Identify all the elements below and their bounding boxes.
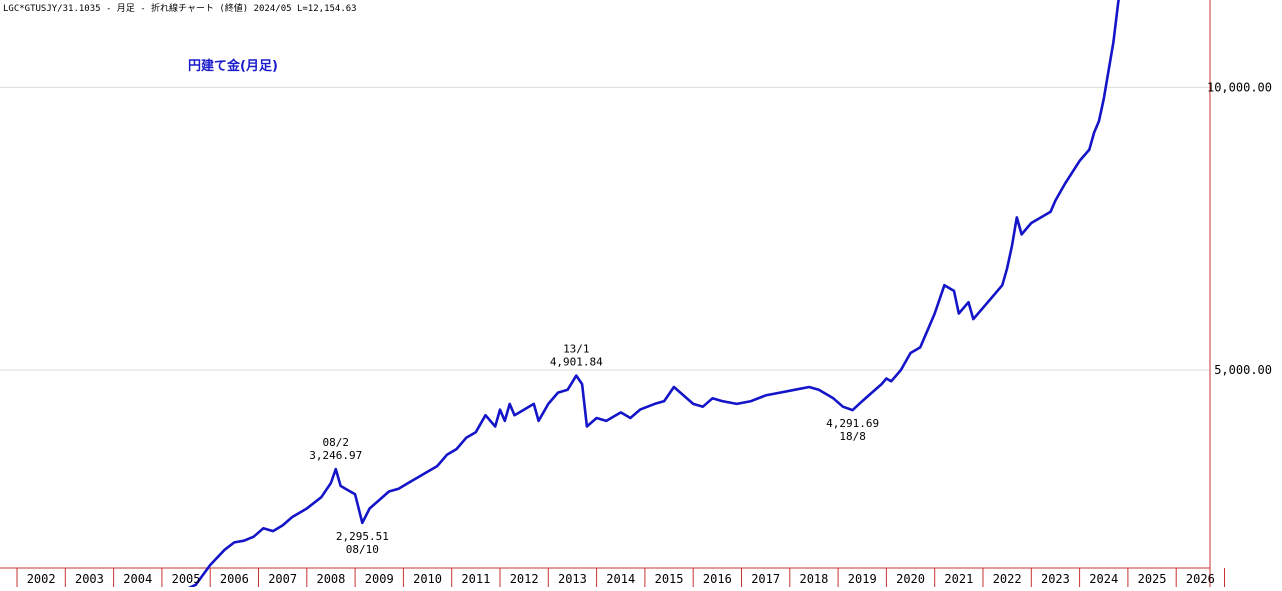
series-layer bbox=[155, 0, 1120, 591]
chart-header-text: LGC*GTUSJY/31.1035 - 月足 - 折れ線チャート (終値) 2… bbox=[3, 2, 357, 14]
y-tick-label: 5,000.00 bbox=[1214, 363, 1272, 377]
x-tick-label: 2011 bbox=[461, 572, 490, 586]
axes bbox=[0, 0, 1211, 587]
x-tick-label: 2009 bbox=[365, 572, 394, 586]
x-tick-label: 2016 bbox=[703, 572, 732, 586]
x-tick-label: 2005 bbox=[172, 572, 201, 586]
y-tick-label: 10,000.00 bbox=[1207, 80, 1272, 94]
annotation-label: 2,295.51 bbox=[336, 530, 389, 543]
x-tick-label: 2026 bbox=[1186, 572, 1215, 586]
x-tick-label: 2006 bbox=[220, 572, 249, 586]
annotation-label: 4,291.69 bbox=[826, 417, 879, 430]
x-tick-label: 2023 bbox=[1041, 572, 1070, 586]
x-tick-label: 2019 bbox=[848, 572, 877, 586]
x-axis-ticks: 2002 2003 2004 2005 2006 2007 2008 2009 2010 2011… bbox=[27, 572, 1215, 586]
x-tick-label: 2014 bbox=[606, 572, 635, 586]
x-tick-label: 2002 bbox=[27, 572, 56, 586]
y-axis-ticks: 5,000.00 10,000.00 bbox=[1207, 80, 1272, 377]
annotation-label: 18/8 bbox=[839, 430, 866, 443]
series-line-0 bbox=[155, 0, 1120, 591]
x-tick-label: 2012 bbox=[510, 572, 539, 586]
x-tick-label: 2024 bbox=[1089, 572, 1118, 586]
annotation-label: 08/10 bbox=[346, 543, 379, 556]
x-tick-label: 2008 bbox=[316, 572, 345, 586]
annotation-label: 4,901.84 bbox=[550, 356, 603, 369]
annotation-label: 3,246.97 bbox=[309, 449, 362, 462]
x-tick-label: 2018 bbox=[799, 572, 828, 586]
x-tick-label: 2025 bbox=[1138, 572, 1167, 586]
annotation-label: 13/1 bbox=[563, 343, 590, 356]
gridlines bbox=[0, 86, 1225, 587]
x-tick-label: 2015 bbox=[655, 572, 684, 586]
x-tick-label: 2004 bbox=[123, 572, 152, 586]
x-tick-label: 2013 bbox=[558, 572, 587, 586]
annotation-label: 08/2 bbox=[323, 436, 350, 449]
x-tick-label: 2007 bbox=[268, 572, 297, 586]
x-tick-label: 2003 bbox=[75, 572, 104, 586]
chart-title: 円建て金(月足) bbox=[188, 58, 278, 74]
x-tick-label: 2017 bbox=[751, 572, 780, 586]
x-tick-label: 2022 bbox=[993, 572, 1022, 586]
x-tick-label: 2010 bbox=[413, 572, 442, 586]
x-tick-label: 2020 bbox=[896, 572, 925, 586]
x-tick-label: 2021 bbox=[944, 572, 973, 586]
